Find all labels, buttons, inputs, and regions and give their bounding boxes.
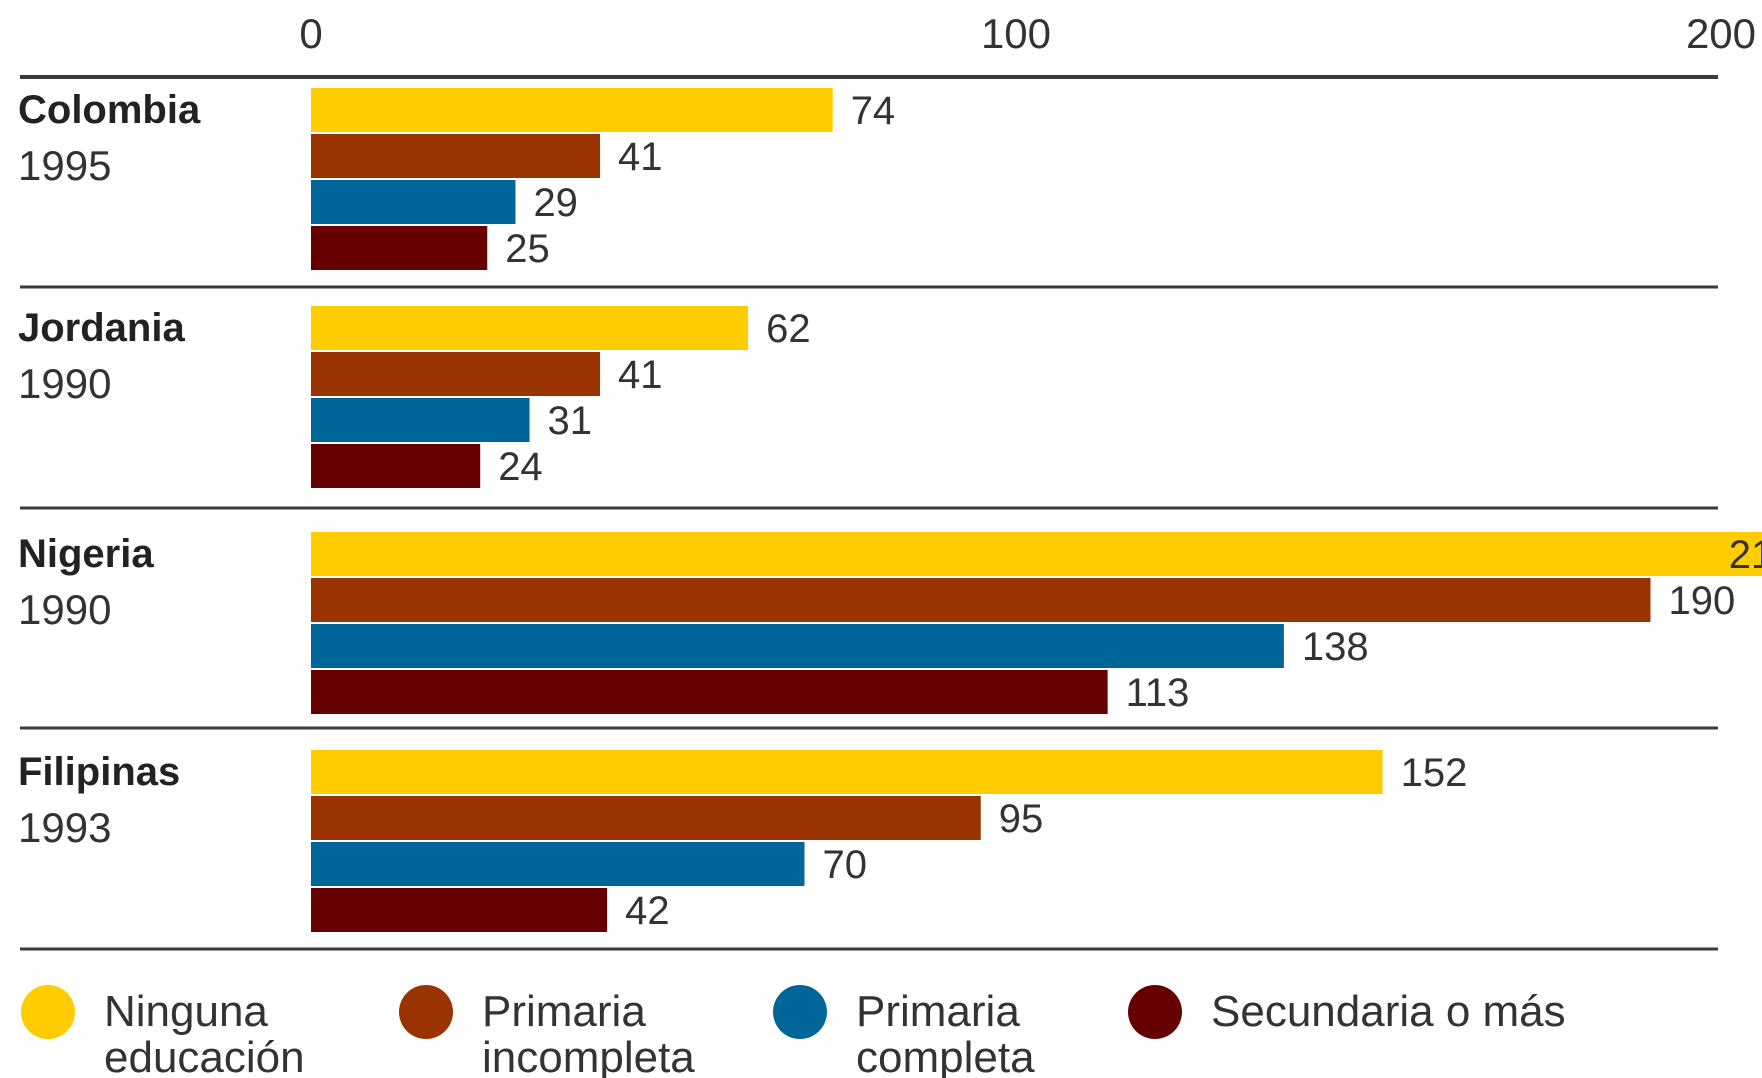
- bar-jordania-secundaria-o-mas: [311, 444, 481, 488]
- value-label-jordania-ninguna-educacion: 62: [766, 307, 811, 351]
- value-label-filipinas-secundaria-o-mas: 42: [625, 889, 670, 933]
- year-label-colombia: 1995: [18, 142, 111, 189]
- bar-colombia-ninguna-educacion: [311, 88, 833, 132]
- value-label-jordania-primaria-incompleta: 41: [618, 353, 663, 397]
- value-label-colombia-secundaria-o-mas: 25: [505, 227, 550, 271]
- bar-jordania-primaria-incompleta: [311, 352, 601, 396]
- legend-swatch-primaria-incompleta: [399, 985, 453, 1039]
- x-tick-label-0: 0: [299, 10, 322, 57]
- value-label-nigeria-ninguna-educacion: 211: [1729, 533, 1762, 577]
- legend-label-primaria-completa-line-1: Primaria: [856, 987, 1020, 1036]
- legend-label-ninguna-educacion-line-2: educación: [104, 1033, 305, 1078]
- country-label-filipinas: Filipinas: [18, 750, 180, 794]
- value-label-jordania-secundaria-o-mas: 24: [498, 445, 543, 489]
- year-label-jordania: 1990: [18, 360, 111, 407]
- year-label-nigeria: 1990: [18, 586, 111, 633]
- legend-swatch-ninguna-educacion: [21, 985, 75, 1039]
- bar-colombia-primaria-completa: [311, 180, 516, 224]
- legend-label-primaria-incompleta-line-1: Primaria: [482, 987, 646, 1036]
- value-label-nigeria-primaria-incompleta: 190: [1669, 579, 1736, 623]
- value-label-colombia-primaria-incompleta: 41: [618, 135, 663, 179]
- value-label-jordania-primaria-completa: 31: [548, 399, 593, 443]
- bar-nigeria-secundaria-o-mas: [311, 670, 1108, 714]
- country-label-colombia: Colombia: [18, 88, 201, 132]
- value-label-filipinas-primaria-incompleta: 95: [999, 797, 1044, 841]
- value-label-filipinas-ninguna-educacion: 152: [1401, 751, 1468, 795]
- bar-jordania-ninguna-educacion: [311, 306, 749, 350]
- value-label-nigeria-secundaria-o-mas: 113: [1126, 671, 1190, 715]
- x-tick-label-200: 200: [1686, 10, 1756, 57]
- legend-swatch-secundaria-o-mas: [1128, 985, 1182, 1039]
- value-label-colombia-primaria-completa: 29: [533, 181, 578, 225]
- bar-nigeria-primaria-incompleta: [311, 578, 1651, 622]
- bar-jordania-primaria-completa: [311, 398, 530, 442]
- country-label-jordania: Jordania: [18, 306, 185, 350]
- legend-swatch-primaria-completa: [773, 985, 827, 1039]
- year-label-filipinas: 1993: [18, 804, 111, 851]
- bar-filipinas-ninguna-educacion: [311, 750, 1383, 794]
- country-label-nigeria: Nigeria: [18, 532, 154, 576]
- bar-nigeria-primaria-completa: [311, 624, 1284, 668]
- x-tick-label-100: 100: [981, 10, 1051, 57]
- bar-colombia-primaria-incompleta: [311, 134, 601, 178]
- bar-nigeria-ninguna-educacion: [311, 532, 1762, 576]
- value-label-nigeria-primaria-completa: 138: [1302, 625, 1369, 669]
- legend-label-primaria-incompleta-line-2: incompleta: [482, 1033, 695, 1078]
- bar-colombia-secundaria-o-mas: [311, 226, 488, 270]
- bar-filipinas-primaria-incompleta: [311, 796, 981, 840]
- value-label-filipinas-primaria-completa: 70: [823, 843, 868, 887]
- bar-filipinas-secundaria-o-mas: [311, 888, 608, 932]
- legend-label-ninguna-educacion-line-1: Ninguna: [104, 987, 268, 1036]
- legend-label-primaria-completa-line-2: completa: [856, 1033, 1035, 1078]
- bar-filipinas-primaria-completa: [311, 842, 805, 886]
- legend-label-secundaria-o-mas-line-1: Secundaria o más: [1211, 987, 1566, 1036]
- value-label-colombia-ninguna-educacion: 74: [851, 89, 896, 133]
